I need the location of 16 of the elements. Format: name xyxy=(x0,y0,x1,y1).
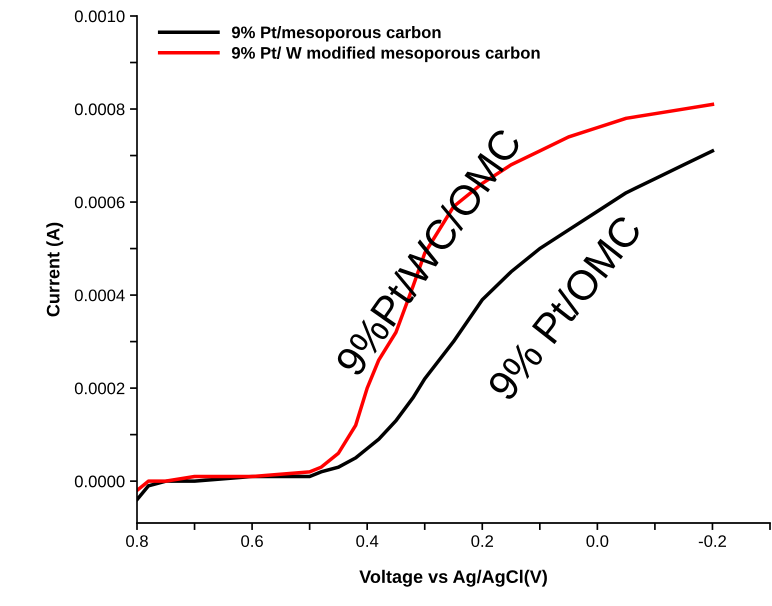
legend-label: 9% Pt/mesoporous carbon xyxy=(232,26,441,42)
y-tick-label: 0.0000 xyxy=(74,476,125,488)
x-tick-label: 0.4 xyxy=(356,535,378,548)
y-axis-title: Current (A) xyxy=(46,222,64,316)
x-tick-label: 0.0 xyxy=(586,535,608,548)
x-tick-label: 0.6 xyxy=(241,535,263,548)
y-tick-label: 0.0008 xyxy=(74,103,124,116)
x-tick-label: 0.2 xyxy=(471,535,494,548)
y-tick-label: 0.0010 xyxy=(74,10,125,22)
legend-label: 9% Pt/ W modified mesoporous carbon xyxy=(232,46,540,62)
y-tick-label: 0.0004 xyxy=(74,289,125,302)
x-axis-title: Voltage vs Ag/AgCl(V) xyxy=(359,570,547,587)
y-tick-label: 0.0006 xyxy=(74,196,124,208)
y-tick-label: 0.0002 xyxy=(74,382,124,394)
x-tick-label: -0.2 xyxy=(698,535,726,548)
x-tick-label: 0.8 xyxy=(126,535,148,548)
